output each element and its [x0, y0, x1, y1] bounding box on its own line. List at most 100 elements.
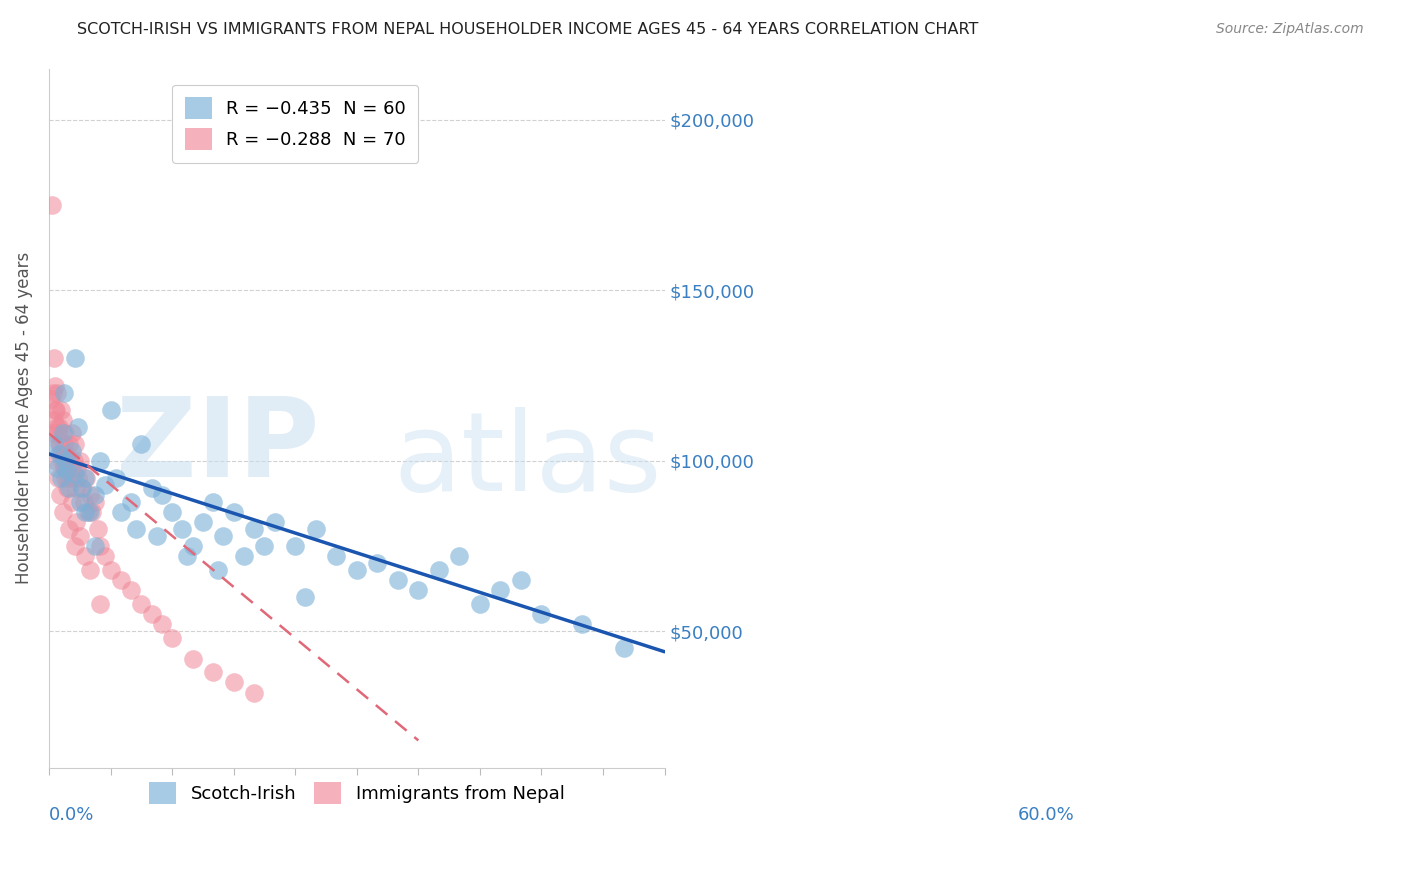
Point	[191, 515, 214, 529]
Point	[84, 494, 107, 508]
Point	[468, 597, 491, 611]
Point	[60, 426, 83, 441]
Point	[120, 583, 142, 598]
Point	[46, 419, 69, 434]
Point	[89, 597, 111, 611]
Point	[42, 426, 65, 441]
Point	[243, 522, 266, 536]
Point	[387, 573, 409, 587]
Point	[366, 556, 388, 570]
Point	[41, 198, 63, 212]
Point	[42, 413, 65, 427]
Point	[89, 539, 111, 553]
Text: Source: ZipAtlas.com: Source: ZipAtlas.com	[1216, 22, 1364, 37]
Point	[294, 590, 316, 604]
Point	[77, 505, 100, 519]
Point	[612, 641, 634, 656]
Point	[56, 481, 79, 495]
Point	[530, 607, 553, 622]
Point	[56, 464, 79, 478]
Point	[408, 583, 430, 598]
Point	[172, 522, 194, 536]
Point	[160, 505, 183, 519]
Point	[53, 385, 76, 400]
Point	[60, 443, 83, 458]
Point	[120, 494, 142, 508]
Text: 0.0%: 0.0%	[49, 806, 94, 824]
Point	[52, 505, 75, 519]
Point	[202, 494, 225, 508]
Point	[150, 488, 173, 502]
Point	[44, 378, 66, 392]
Point	[110, 505, 132, 519]
Point	[46, 471, 69, 485]
Point	[202, 665, 225, 680]
Point	[66, 471, 89, 485]
Point	[73, 494, 96, 508]
Point	[60, 494, 83, 508]
Point	[73, 505, 96, 519]
Point	[70, 481, 93, 495]
Point	[65, 481, 87, 495]
Point	[53, 436, 76, 450]
Point	[42, 385, 65, 400]
Point	[69, 529, 91, 543]
Point	[89, 454, 111, 468]
Text: ZIP: ZIP	[117, 392, 319, 500]
Point	[55, 447, 77, 461]
Point	[66, 460, 89, 475]
Point	[58, 471, 80, 485]
Point	[94, 549, 117, 564]
Point	[42, 351, 65, 366]
Point	[305, 522, 328, 536]
Point	[181, 651, 204, 665]
Point	[56, 454, 79, 468]
Point	[55, 426, 77, 441]
Point	[48, 447, 70, 461]
Point	[58, 436, 80, 450]
Point	[150, 617, 173, 632]
Point	[63, 539, 86, 553]
Point	[84, 539, 107, 553]
Point	[63, 467, 86, 482]
Point	[80, 505, 103, 519]
Point	[125, 522, 148, 536]
Point	[49, 488, 72, 502]
Point	[63, 436, 86, 450]
Point	[69, 494, 91, 508]
Point	[100, 563, 122, 577]
Point	[39, 392, 62, 407]
Point	[84, 488, 107, 502]
Point	[284, 539, 307, 553]
Point	[131, 436, 153, 450]
Point	[325, 549, 347, 564]
Point	[87, 522, 110, 536]
Point	[253, 539, 276, 553]
Point	[212, 529, 235, 543]
Point	[73, 549, 96, 564]
Point	[70, 481, 93, 495]
Point	[222, 675, 245, 690]
Point	[45, 402, 67, 417]
Point	[346, 563, 368, 577]
Point	[49, 436, 72, 450]
Point	[51, 402, 73, 417]
Point	[44, 402, 66, 417]
Point	[42, 436, 65, 450]
Point	[449, 549, 471, 564]
Point	[46, 385, 69, 400]
Y-axis label: Householder Income Ages 45 - 64 years: Householder Income Ages 45 - 64 years	[15, 252, 32, 584]
Point	[131, 597, 153, 611]
Point	[58, 522, 80, 536]
Point	[181, 539, 204, 553]
Point	[63, 351, 86, 366]
Point	[176, 549, 198, 564]
Text: 60.0%: 60.0%	[1018, 806, 1076, 824]
Point	[141, 481, 163, 495]
Point	[510, 573, 533, 587]
Point	[48, 419, 70, 434]
Point	[51, 447, 73, 461]
Point	[79, 488, 101, 502]
Point	[141, 607, 163, 622]
Point	[263, 515, 285, 529]
